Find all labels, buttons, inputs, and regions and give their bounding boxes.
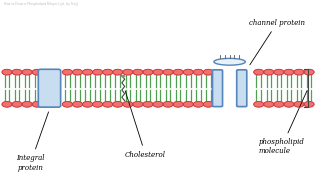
Circle shape — [32, 69, 42, 75]
Circle shape — [193, 102, 203, 107]
Circle shape — [304, 102, 314, 107]
Circle shape — [294, 102, 304, 107]
Circle shape — [183, 102, 193, 107]
Text: phospholipid
molecule: phospholipid molecule — [259, 91, 307, 155]
Circle shape — [83, 69, 92, 75]
Circle shape — [203, 69, 213, 75]
Circle shape — [32, 102, 42, 107]
Circle shape — [173, 69, 183, 75]
Circle shape — [133, 102, 143, 107]
Circle shape — [22, 69, 32, 75]
Circle shape — [143, 69, 153, 75]
Circle shape — [143, 102, 153, 107]
Circle shape — [83, 102, 92, 107]
Circle shape — [123, 69, 133, 75]
Circle shape — [12, 69, 22, 75]
Circle shape — [153, 69, 163, 75]
Circle shape — [92, 69, 103, 75]
Text: How to Draw a Phospholipid Bilayer [upl. by Trey]: How to Draw a Phospholipid Bilayer [upl.… — [4, 3, 78, 6]
Circle shape — [254, 69, 264, 75]
Circle shape — [163, 102, 173, 107]
Circle shape — [22, 102, 32, 107]
Circle shape — [72, 69, 83, 75]
Circle shape — [264, 102, 274, 107]
Circle shape — [103, 69, 113, 75]
Circle shape — [294, 69, 304, 75]
Circle shape — [123, 102, 133, 107]
Circle shape — [2, 69, 12, 75]
Circle shape — [183, 69, 193, 75]
Circle shape — [113, 69, 123, 75]
FancyBboxPatch shape — [212, 70, 222, 107]
Circle shape — [254, 102, 264, 107]
Circle shape — [163, 69, 173, 75]
Circle shape — [193, 69, 203, 75]
FancyBboxPatch shape — [38, 69, 61, 107]
Circle shape — [304, 69, 314, 75]
FancyBboxPatch shape — [237, 70, 247, 107]
Circle shape — [203, 102, 213, 107]
Circle shape — [284, 102, 294, 107]
Text: channel protein: channel protein — [249, 19, 305, 65]
Circle shape — [121, 75, 125, 77]
Circle shape — [153, 102, 163, 107]
Circle shape — [133, 69, 143, 75]
Text: Cholesterol: Cholesterol — [125, 91, 166, 159]
Circle shape — [274, 102, 284, 107]
Circle shape — [12, 102, 22, 107]
Ellipse shape — [214, 58, 245, 65]
Circle shape — [62, 102, 72, 107]
Circle shape — [92, 102, 103, 107]
Circle shape — [2, 102, 12, 107]
Circle shape — [72, 102, 83, 107]
Circle shape — [264, 69, 274, 75]
Circle shape — [173, 102, 183, 107]
Circle shape — [62, 69, 72, 75]
Circle shape — [284, 69, 294, 75]
Text: Integral
protein: Integral protein — [16, 112, 49, 172]
Circle shape — [274, 69, 284, 75]
Circle shape — [103, 102, 113, 107]
Circle shape — [113, 102, 123, 107]
